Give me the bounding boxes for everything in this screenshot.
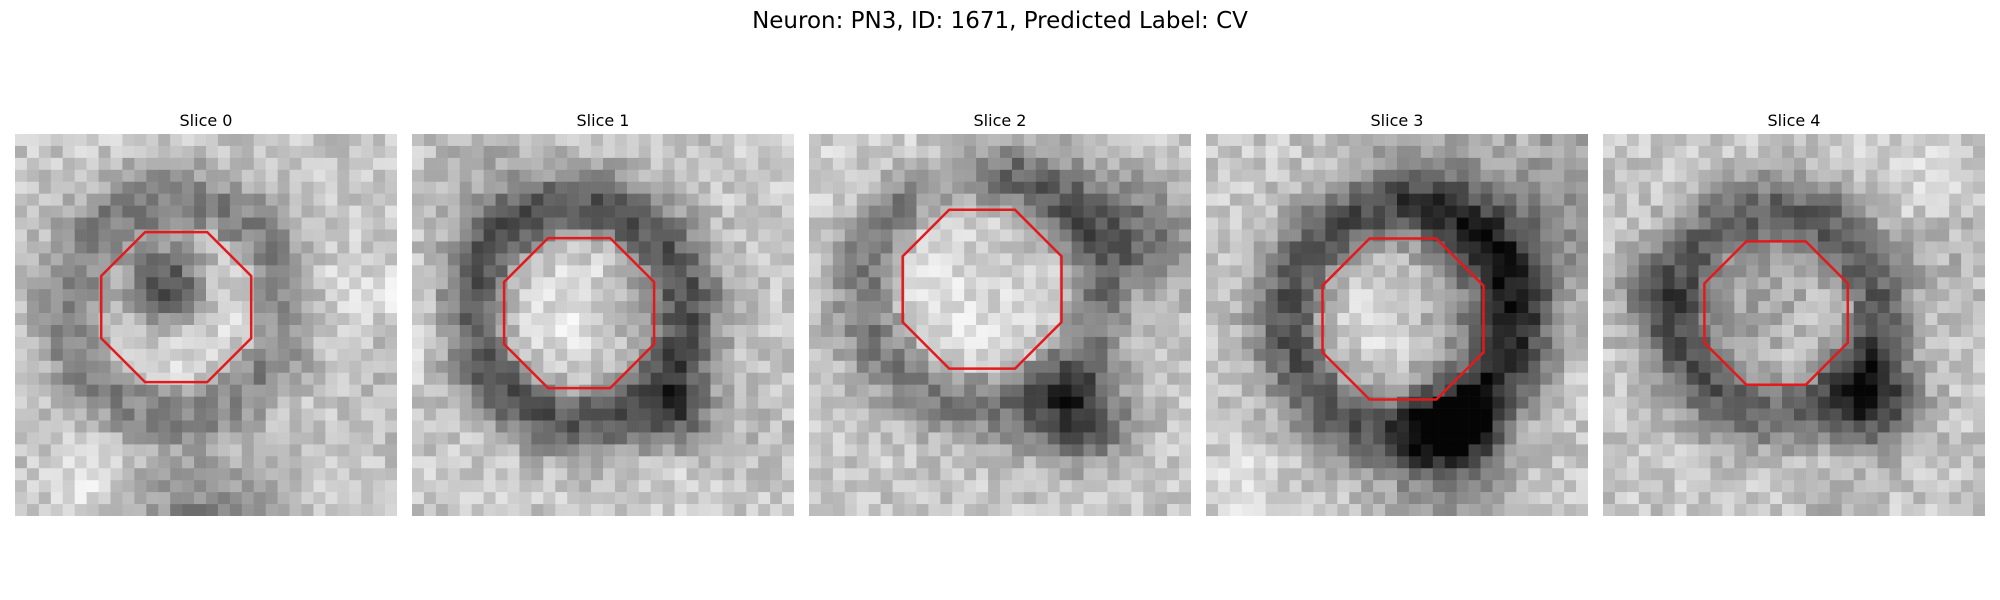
slice-image-3 [1206, 134, 1588, 516]
pixel-grid [1206, 134, 1588, 516]
slice-title-3: Slice 3 [1206, 110, 1588, 132]
slice-panel-4: Slice 4 [1603, 110, 1985, 516]
figure-title: Neuron: PN3, ID: 1671, Predicted Label: … [0, 8, 2000, 34]
slice-image-1 [412, 134, 794, 516]
pixel-grid [412, 134, 794, 516]
pixel-grid [15, 134, 397, 516]
slice-title-0: Slice 0 [15, 110, 397, 132]
pixel-grid [809, 134, 1191, 516]
slice-image-0 [15, 134, 397, 516]
pixel-grid [1603, 134, 1985, 516]
slice-title-2: Slice 2 [809, 110, 1191, 132]
slice-title-4: Slice 4 [1603, 110, 1985, 132]
slice-title-1: Slice 1 [412, 110, 794, 132]
slice-panel-2: Slice 2 [809, 110, 1191, 516]
slice-image-4 [1603, 134, 1985, 516]
slice-panel-3: Slice 3 [1206, 110, 1588, 516]
slice-panel-0: Slice 0 [15, 110, 397, 516]
slice-image-2 [809, 134, 1191, 516]
slice-panel-1: Slice 1 [412, 110, 794, 516]
